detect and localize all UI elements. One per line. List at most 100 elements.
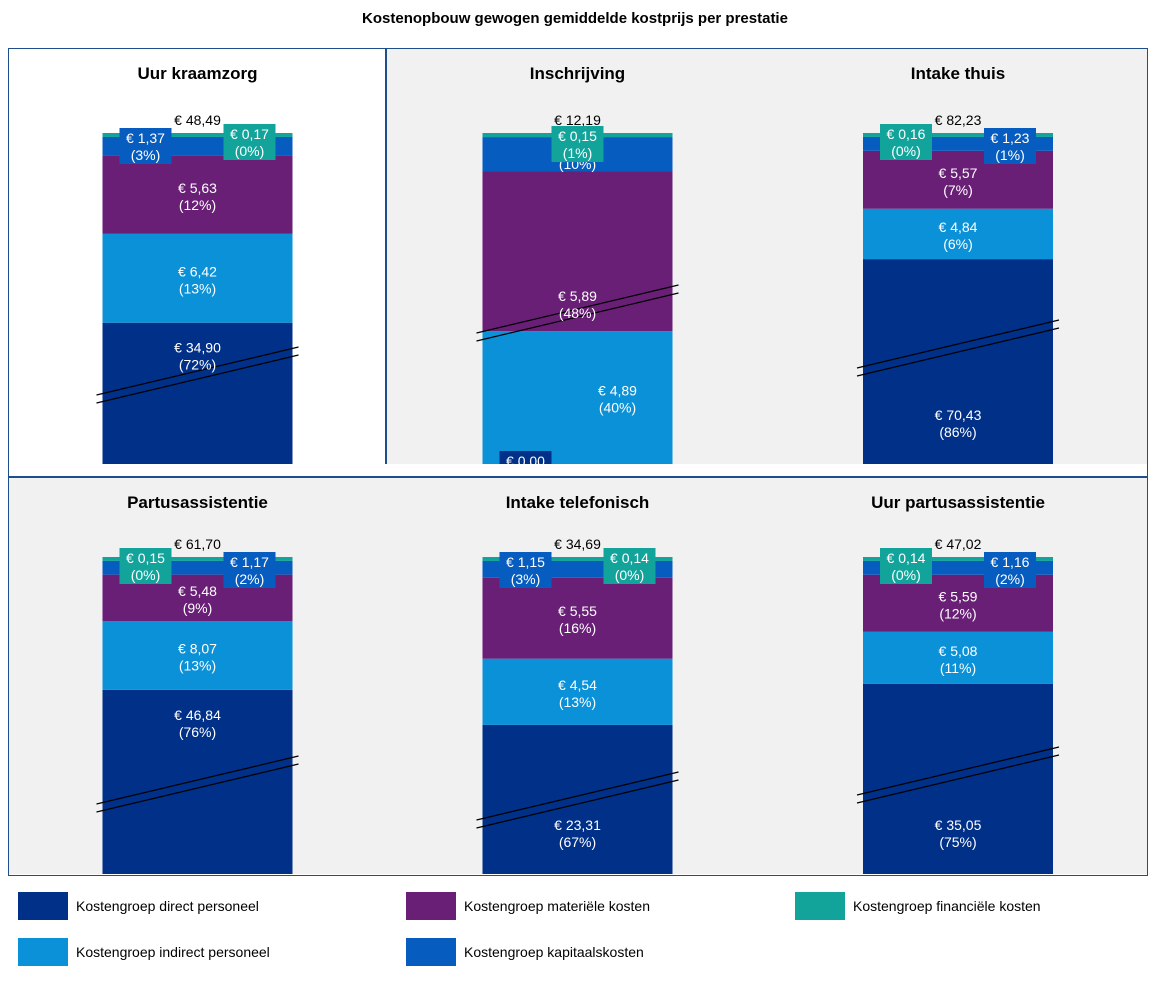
data-label-value: € 34,90 [174,340,221,356]
data-label-value: € 1,15 [506,554,545,570]
data-label-value: € 0,17 [230,126,269,142]
bar-segment-indirect [102,233,293,323]
data-label-indirect: € 5,08(11%) [939,643,978,676]
data-label-pct: (13%) [179,280,216,296]
axis-break-line [96,755,299,805]
data-label-value: € 0,16 [887,126,926,142]
bar-segment-materieel [482,577,673,659]
bar-segment-materieel [482,171,673,332]
data-label-direct: € 35,05(75%) [935,817,982,850]
data-label-financieel: € 0,14(0%) [880,548,932,584]
axis-break-line [856,754,1060,804]
data-label-financieel: € 0,16(0%) [880,124,932,160]
data-label-box [499,451,552,464]
frame-divider-vertical [385,49,387,464]
frame-divider-horizontal [8,476,1148,478]
data-label-box [119,128,172,164]
data-label-pct: (0%) [235,143,265,159]
bar-segment-indirect [482,331,673,464]
data-label-value: € 46,84 [174,707,221,723]
panel-title: Uur partusassistentie [871,493,1045,512]
bar-chart-svg: € 48,49 € 34,90(72%) € 6,42(13%) € 5,63(12%… [96,112,299,464]
data-label-value: € 0,00 [506,453,545,464]
legend-item-indirect: Kostengroep indirect personeel [18,938,270,966]
bar-total-label: € 34,69 [554,536,601,552]
axis-break-line [96,346,299,396]
data-label-value: € 70,43 [935,407,982,423]
bar-segment-financieel [102,133,293,137]
data-label-box [551,126,604,162]
data-label-pct: (3%) [131,147,161,163]
data-label-pct: (6%) [943,236,973,252]
bar-chart-svg: € 34,69 € 23,31(67%) € 4,54(13%) € 5,55(16%… [476,536,679,874]
data-label-pct: (7%) [943,182,973,198]
bar-segment-direct [863,259,1053,464]
data-label-financieel: € 0,15(1%) [551,126,604,162]
data-label-indirect: € 6,42(13%) [178,263,217,296]
data-label-direct: € 23,31(67%) [554,817,601,850]
data-label-kapitaal: € 1,17(2%) [223,552,276,588]
bar-segment-indirect [102,621,293,690]
legend-label-direct: Kostengroep direct personeel [76,898,259,914]
data-label-financieel: € 0,14(0%) [603,548,656,584]
data-label-value: € 5,57 [939,165,978,181]
bar-segment-direct [102,322,293,464]
bar-segment-indirect [482,658,673,725]
data-label-indirect: € 4,84(6%) [939,219,978,252]
data-label-pct: (0%) [891,567,921,583]
panel-title: Inschrijving [529,64,626,83]
data-label-box [119,548,172,584]
data-label-kapitaal: € 1,23(1%) [984,128,1036,164]
data-label-direct: € 46,84(76%) [174,707,221,740]
chart-title: Kostenopbouw gewogen gemiddelde kostprij… [362,10,788,27]
legend-swatch-kapitaal [406,938,456,966]
data-label-box [223,552,276,588]
data-label-kapitaal: € 1,37(3%) [119,128,172,164]
data-label-pct: (86%) [939,424,976,440]
data-label-materieel: € 5,55(16%) [558,603,597,636]
bar-total-label: € 48,49 [174,112,221,128]
legend-swatch-direct [18,892,68,920]
bar-segment-indirect [863,631,1053,684]
data-label-box [603,548,656,584]
data-label-pct: (48%) [559,305,596,321]
data-label-pct: (1%) [995,147,1025,163]
chart-panel: Uur kraamzorg € 48,49 € 34,90 (72%) € 6,42 (1… [9,49,386,464]
data-label-indirect: € 4,89(40%) [598,383,637,416]
bar-segment-direct [102,689,293,874]
data-label-value: € 1,17 [230,554,269,570]
data-label-kapitaal: € 1,16(2%) [984,552,1036,588]
data-label-value: € 5,55 [558,603,597,619]
legend-item-kapitaal: Kostengroep kapitaalskosten [406,938,644,966]
legend: Kostengroep direct personeel Kostengroep… [0,880,1150,983]
data-label-pct: (12%) [179,197,216,213]
bar-segment-financieel [482,557,673,561]
data-label-financieel: € 0,17(0%) [223,124,276,160]
bar-segment-financieel [863,133,1053,137]
bar-chart-svg: € 82,23€ 70,43(86%)€ 4,84(6%)€ 5,57(7%)€… [856,112,1060,464]
bar-chart-svg: € 61,70 € 46,84(76%) € 8,07(13%) € 5,48(9%)… [96,536,299,874]
data-label-pct: (40%) [599,400,636,416]
panel-title: Uur kraamzorg [137,64,258,83]
data-label-value: € 5,59 [939,588,978,604]
chart-frame [8,48,1148,876]
panel-title: Partusassistentie [127,493,268,512]
data-label-box [880,548,932,584]
legend-label-indirect: Kostengroep indirect personeel [76,944,270,960]
data-label-value: € 1,37 [126,130,165,146]
data-label-materieel: € 5,89(48%) [558,288,597,321]
data-label-value: € 4,84 [939,219,978,235]
bar-segment-materieel [102,155,293,234]
data-label-value: € 1,23 [991,130,1030,146]
data-label-pct: (13%) [559,694,596,710]
data-label-pct: (0%) [891,143,921,159]
chart-panel: Inschrijving € 12,19 € 0,00(0%) € 4,89(40%)… [386,49,769,464]
data-label-direct: € 34,90(72%) [174,340,221,373]
data-label-pct: (1%) [563,145,593,161]
data-label-direct: € 70,43(86%) [935,407,982,440]
data-label-indirect: € 8,07(13%) [178,641,217,674]
axis-break-line [96,354,299,404]
axis-break-line [856,319,1060,369]
bar-total-label: € 47,02 [935,536,982,552]
data-label-pct: (72%) [179,357,216,373]
